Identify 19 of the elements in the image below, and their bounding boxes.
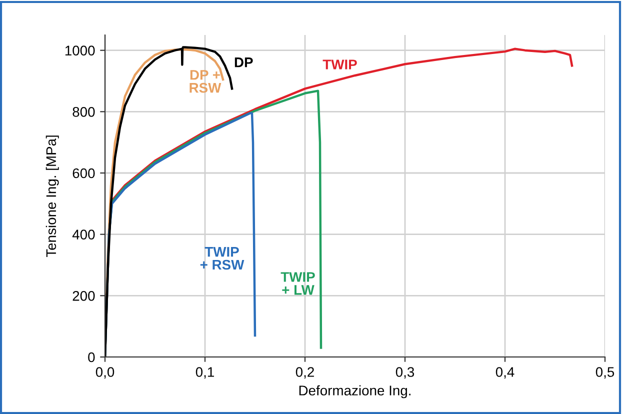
x-tick-label: 0,1 [196, 367, 214, 379]
x-tick-label: 0,5 [596, 367, 614, 379]
x-axis-title: Deformazione Ing. [299, 385, 410, 398]
x-tick-label: 0,2 [296, 367, 314, 379]
y-axis-title: Tensione Ing. [MPa] [46, 136, 59, 258]
x-tick-label: 0,3 [396, 367, 414, 379]
x-tick-label: 0,4 [496, 367, 514, 379]
series-label: DP [234, 58, 253, 68]
series-label: TWIP + LW [280, 272, 315, 295]
y-tick-label: 800 [72, 107, 95, 117]
x-tick-label: 0,0 [96, 367, 114, 379]
series-label: DP + RSW [190, 70, 222, 93]
y-tick-label: 0 [88, 352, 95, 362]
y-tick-label: 1000 [65, 46, 95, 56]
y-tick-label: 400 [72, 230, 95, 240]
series-label: TWIP [322, 60, 357, 70]
series-label: TWIP + RSW [200, 247, 244, 270]
y-tick-label: 200 [72, 291, 95, 301]
y-tick-label: 600 [72, 168, 95, 178]
